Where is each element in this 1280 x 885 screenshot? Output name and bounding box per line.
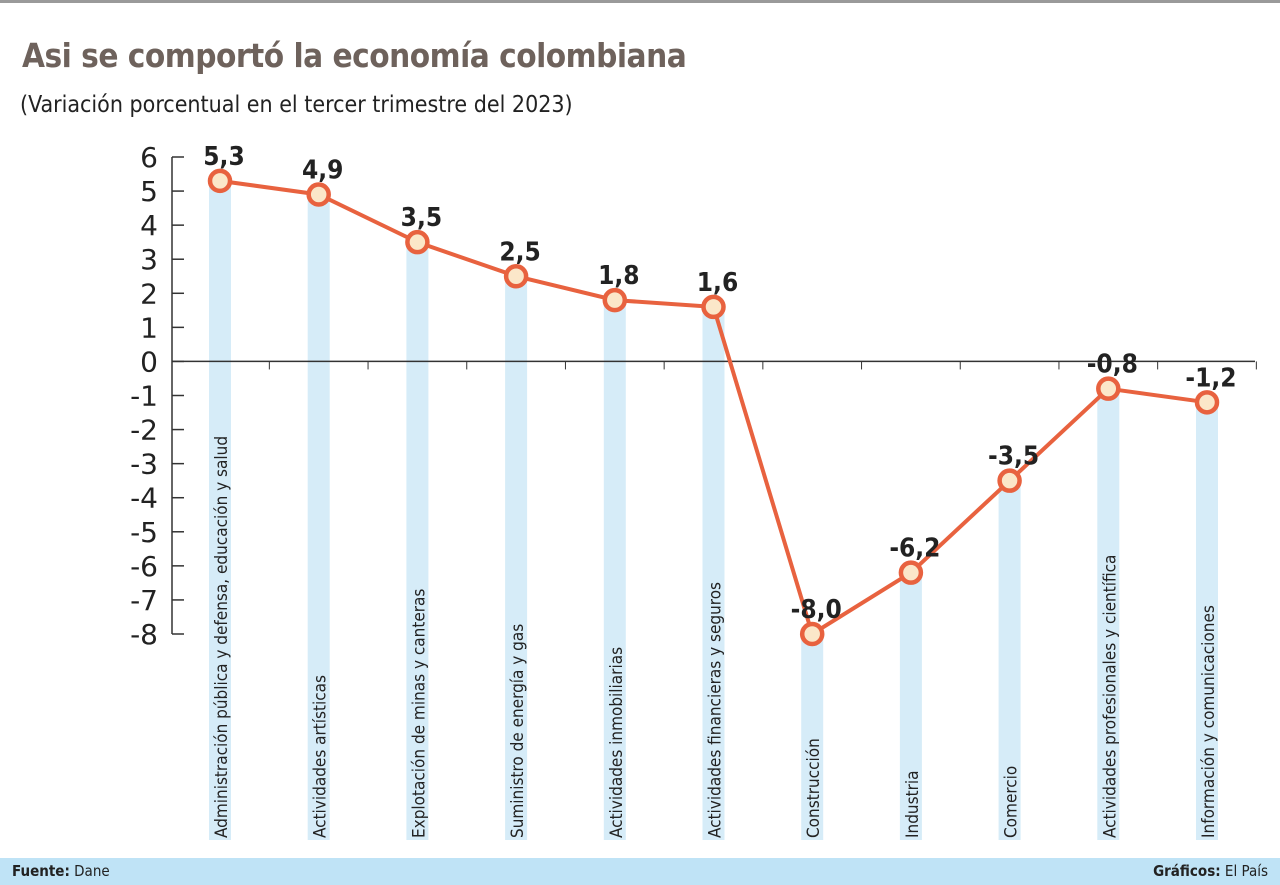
category-label: Suministro de energía y gas [508, 624, 528, 838]
credit-label: Gráficos: [1153, 862, 1221, 880]
data-label: 1,8 [598, 261, 639, 291]
y-tick-label: -2 [130, 414, 158, 447]
category-label: Industria [903, 771, 923, 838]
data-label: 3,5 [401, 203, 442, 233]
data-point [1194, 390, 1220, 415]
credit-value: El País [1224, 862, 1268, 880]
y-tick-label: -3 [130, 448, 158, 481]
category-label: Construcción [804, 738, 824, 838]
chart-title: Asi se comportó la economía colombiana [22, 36, 687, 75]
category-label: Actividades artísticas [311, 675, 331, 838]
data-point [701, 294, 726, 320]
data-label: -3,5 [988, 442, 1039, 472]
category-bar [702, 306, 725, 840]
y-tick-label: -5 [130, 516, 158, 549]
data-label: 2,5 [499, 237, 540, 267]
y-tick-label: -8 [130, 618, 158, 651]
source-note: Fuente: Dane [12, 862, 110, 880]
credit-note: Gráficos: El País [1153, 862, 1268, 880]
data-point [799, 621, 825, 647]
y-tick-label: 1 [140, 311, 158, 344]
category-bar [801, 634, 824, 840]
category-label: Comercio [1002, 766, 1022, 838]
data-point [405, 229, 430, 255]
data-point [207, 168, 233, 194]
category-label: Información y comunicaciones [1199, 605, 1219, 838]
y-tick-label: 2 [140, 277, 158, 310]
category-bar [1196, 402, 1218, 840]
data-point [602, 287, 628, 313]
data-label: 4,9 [302, 155, 343, 185]
data-label: 5,3 [203, 142, 244, 172]
data-label: 1,6 [697, 268, 738, 298]
data-point [306, 182, 331, 207]
y-tick-label: 0 [140, 345, 158, 378]
y-tick-label: -7 [130, 584, 158, 617]
y-tick-label: 5 [140, 175, 158, 208]
y-tick-label: 6 [140, 141, 158, 174]
category-label: Administración pública y defensa, educac… [212, 436, 232, 838]
data-point [1096, 376, 1121, 401]
y-tick-label: -1 [130, 380, 158, 413]
data-label: -0,8 [1087, 350, 1138, 380]
category-bar [1097, 388, 1120, 840]
source-value: Dane [74, 862, 110, 880]
y-tick-label: -6 [130, 550, 158, 583]
category-label: Actividades profesionales y científica [1100, 555, 1120, 838]
source-label: Fuente: [12, 862, 70, 880]
category-label: Actividades inmobiliarias [607, 647, 627, 838]
data-label: -6,2 [889, 534, 940, 564]
data-point [898, 560, 924, 585]
category-bar [406, 242, 429, 840]
category-bar [998, 480, 1021, 840]
category-bar [209, 180, 231, 841]
top-rule [0, 0, 1280, 3]
data-point [503, 264, 529, 289]
category-bar [307, 194, 330, 840]
data-point [997, 468, 1022, 493]
category-bar [899, 572, 922, 840]
y-tick-label: -4 [130, 482, 158, 515]
data-label: -1,2 [1185, 363, 1236, 393]
category-label: Explotación de minas y canteras [409, 589, 429, 838]
y-tick-label: 4 [140, 209, 158, 242]
footer-bar: Fuente: Dane Gráficos: El País [0, 858, 1280, 885]
chart-subtitle: (Variación porcentual en el tercer trime… [20, 92, 573, 118]
category-label: Actividades financieras y seguros [706, 582, 726, 838]
category-bar [603, 300, 626, 841]
category-bar [505, 276, 528, 840]
y-tick-label: 3 [140, 243, 158, 276]
data-label: -8,0 [791, 595, 842, 625]
